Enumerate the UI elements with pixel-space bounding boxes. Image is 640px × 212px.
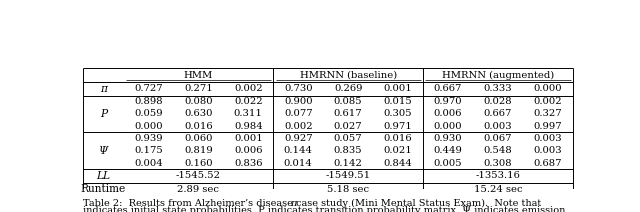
- Text: 0.900: 0.900: [284, 97, 312, 106]
- Text: 0.057: 0.057: [334, 134, 362, 143]
- Text: 0.333: 0.333: [484, 84, 512, 93]
- Text: 0.060: 0.060: [184, 134, 212, 143]
- Text: 0.002: 0.002: [534, 97, 563, 106]
- Text: 0.015: 0.015: [384, 97, 412, 106]
- Text: 0.142: 0.142: [333, 159, 363, 168]
- Text: -1353.16: -1353.16: [476, 172, 520, 180]
- Text: Table 2:  Results from Alzheimer’s disease case study (Mini Mental Status Exam).: Table 2: Results from Alzheimer’s diseas…: [83, 199, 545, 208]
- Text: 0.160: 0.160: [184, 159, 212, 168]
- Text: 0.730: 0.730: [284, 84, 312, 93]
- Text: 0.003: 0.003: [534, 146, 563, 155]
- Text: 0.027: 0.027: [334, 122, 362, 131]
- Text: 0.144: 0.144: [284, 146, 313, 155]
- Text: Runtime: Runtime: [81, 184, 126, 194]
- Text: π: π: [100, 84, 107, 94]
- Text: 0.003: 0.003: [534, 134, 563, 143]
- Text: 0.819: 0.819: [184, 146, 212, 155]
- Text: 0.004: 0.004: [134, 159, 163, 168]
- Text: 0.971: 0.971: [384, 122, 412, 131]
- Text: 0.000: 0.000: [134, 122, 163, 131]
- Text: 0.687: 0.687: [534, 159, 562, 168]
- Text: 0.059: 0.059: [134, 109, 163, 119]
- Text: 0.271: 0.271: [184, 84, 212, 93]
- Text: -1545.52: -1545.52: [176, 172, 221, 180]
- Text: HMRNN (augmented): HMRNN (augmented): [442, 71, 554, 80]
- Text: 0.667: 0.667: [484, 109, 512, 119]
- Text: 0.844: 0.844: [383, 159, 413, 168]
- Text: 0.727: 0.727: [134, 84, 163, 93]
- Text: 0.085: 0.085: [334, 97, 362, 106]
- Text: 15.24 sec: 15.24 sec: [474, 185, 522, 194]
- Text: 0.984: 0.984: [234, 122, 262, 131]
- Text: 0.002: 0.002: [234, 84, 262, 93]
- Text: 2.89 sec: 2.89 sec: [177, 185, 220, 194]
- Text: π: π: [290, 199, 296, 208]
- Text: 0.835: 0.835: [334, 146, 362, 155]
- Text: 0.269: 0.269: [334, 84, 362, 93]
- Text: 0.175: 0.175: [134, 146, 163, 155]
- Text: 0.005: 0.005: [434, 159, 462, 168]
- Text: 0.016: 0.016: [384, 134, 412, 143]
- Text: 0.548: 0.548: [484, 146, 513, 155]
- Text: 0.014: 0.014: [284, 159, 313, 168]
- Text: 5.18 sec: 5.18 sec: [327, 185, 369, 194]
- Text: 0.898: 0.898: [134, 97, 163, 106]
- Text: 0.997: 0.997: [534, 122, 563, 131]
- Text: 0.667: 0.667: [434, 84, 462, 93]
- Text: 0.001: 0.001: [234, 134, 262, 143]
- Text: 0.016: 0.016: [184, 122, 212, 131]
- Text: 0.836: 0.836: [234, 159, 262, 168]
- Text: 0.000: 0.000: [534, 84, 563, 93]
- Text: 0.930: 0.930: [434, 134, 462, 143]
- Text: 0.077: 0.077: [284, 109, 312, 119]
- Text: 0.067: 0.067: [484, 134, 512, 143]
- Text: 0.311: 0.311: [234, 109, 262, 119]
- Text: 0.617: 0.617: [334, 109, 362, 119]
- Text: 0.021: 0.021: [384, 146, 412, 155]
- Text: 0.006: 0.006: [434, 109, 462, 119]
- Text: Ψ: Ψ: [99, 146, 108, 156]
- Text: 0.305: 0.305: [384, 109, 412, 119]
- Text: 0.939: 0.939: [134, 134, 163, 143]
- Text: 0.327: 0.327: [534, 109, 563, 119]
- Text: 0.927: 0.927: [284, 134, 312, 143]
- Text: P: P: [100, 109, 107, 119]
- Text: HMRNN (baseline): HMRNN (baseline): [300, 71, 397, 80]
- Text: 0.308: 0.308: [484, 159, 512, 168]
- Text: 0.002: 0.002: [284, 122, 312, 131]
- Text: 0.630: 0.630: [184, 109, 212, 119]
- Text: 0.001: 0.001: [384, 84, 412, 93]
- Text: 0.006: 0.006: [234, 146, 262, 155]
- Text: 0.970: 0.970: [434, 97, 462, 106]
- Text: 0.028: 0.028: [484, 97, 512, 106]
- Text: 0.080: 0.080: [184, 97, 212, 106]
- Text: LL: LL: [96, 171, 110, 181]
- Text: HMM: HMM: [184, 71, 213, 80]
- Text: 0.022: 0.022: [234, 97, 262, 106]
- Text: 0.003: 0.003: [484, 122, 512, 131]
- Text: -1549.51: -1549.51: [326, 172, 371, 180]
- Text: 0.449: 0.449: [434, 146, 463, 155]
- Text: 0.000: 0.000: [434, 122, 462, 131]
- Text: indicates initial state probabilities, P indicates transition probability matrix: indicates initial state probabilities, P…: [83, 206, 566, 212]
